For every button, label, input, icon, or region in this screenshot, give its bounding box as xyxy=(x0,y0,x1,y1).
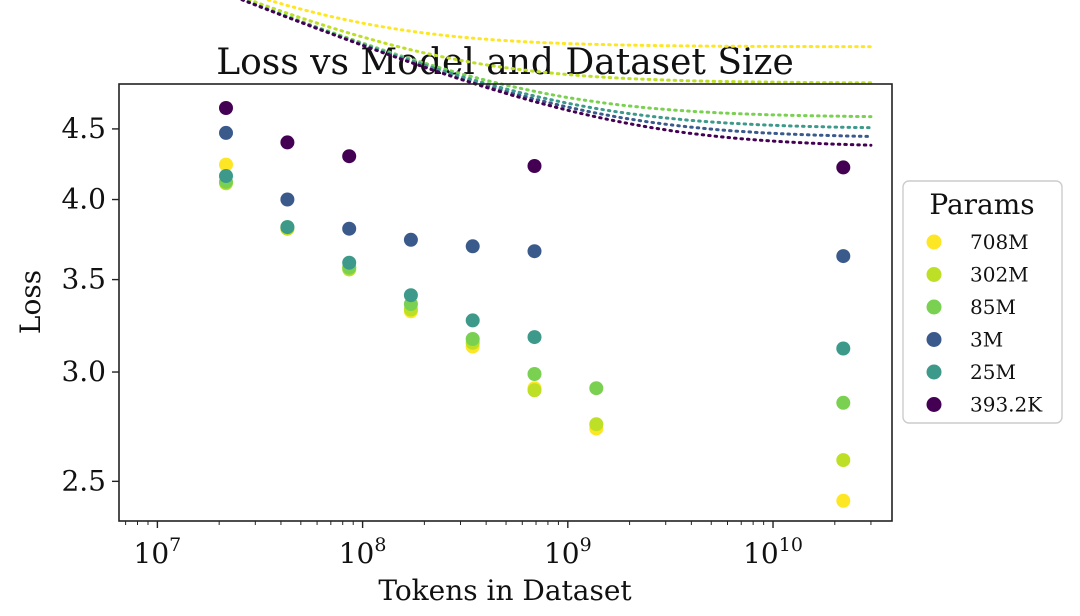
fit-curve-708M xyxy=(262,0,873,49)
fit-curve-302M xyxy=(245,0,873,85)
legend-label-302M: 302M xyxy=(970,263,1029,287)
data-point-302M xyxy=(589,417,604,432)
y-tick-label: 3.0 xyxy=(61,355,106,388)
data-point-3M xyxy=(403,232,418,247)
legend-label-3M: 3M xyxy=(970,328,1003,352)
data-point-393.2K xyxy=(527,159,542,173)
y-tick-label: 4.0 xyxy=(61,183,106,216)
data-point-393.2K xyxy=(280,135,295,150)
data-point-25M xyxy=(280,220,295,235)
legend-items: 708M 302M 85M 3M 25M 393.2K xyxy=(926,230,1043,417)
data-point-85M xyxy=(527,367,542,381)
fit-curve-3M xyxy=(238,0,873,138)
data-point-25M xyxy=(527,330,542,345)
legend-marker-302M xyxy=(926,267,942,282)
data-point-3M xyxy=(836,249,851,264)
x-tick-label: 108 xyxy=(339,534,387,570)
data-point-25M xyxy=(836,341,851,356)
y-axis-label: Loss xyxy=(14,270,47,334)
y-tick-label: 2.5 xyxy=(61,464,106,497)
data-point-25M xyxy=(403,288,418,303)
fit-curve-393.2K xyxy=(238,0,873,147)
data-point-708M xyxy=(219,157,233,172)
y-tick-label: 4.5 xyxy=(61,112,106,145)
data-point-302M xyxy=(836,453,851,468)
x-tick-label: 1010 xyxy=(743,534,803,570)
data-point-393.2K xyxy=(836,160,851,175)
data-point-25M xyxy=(465,313,480,328)
fit-curve-85M xyxy=(239,0,873,119)
x-tick-label: 109 xyxy=(544,534,592,570)
legend-title: Params xyxy=(929,188,1034,221)
data-point-393.2K xyxy=(219,101,233,115)
legend-marker-85M xyxy=(926,299,942,315)
x-tick-label: 107 xyxy=(134,534,182,570)
data-point-302M xyxy=(527,383,542,398)
legend-label-85M: 85M xyxy=(970,295,1016,319)
fit-curve-25M xyxy=(239,0,873,130)
legend-label-25M: 25M xyxy=(970,360,1016,384)
data-point-393.2K xyxy=(342,149,357,164)
data-point-708M xyxy=(836,493,851,508)
data-point-85M xyxy=(465,332,480,346)
plot-area xyxy=(219,0,873,508)
data-point-85M xyxy=(836,395,851,410)
legend-box xyxy=(902,180,1063,424)
data-point-3M xyxy=(465,239,480,254)
legend-marker-393.2K xyxy=(926,397,942,412)
data-point-25M xyxy=(342,255,357,270)
plot-frame xyxy=(118,83,893,522)
data-point-3M xyxy=(342,221,357,236)
data-point-3M xyxy=(219,125,233,140)
chart-title: Loss vs Model and Dataset Size xyxy=(216,42,794,83)
legend-marker-708M xyxy=(926,234,942,250)
data-point-3M xyxy=(527,244,542,259)
legend: Params 708M 302M 85M 3M 25M 393.2K xyxy=(902,180,1063,424)
data-point-25M xyxy=(219,169,233,183)
axes: 107 108 109 1010 2.5 3.0 3.5 4.0 4.5 xyxy=(61,112,872,570)
legend-label-393.2K: 393.2K xyxy=(970,393,1043,417)
legend-label-708M: 708M xyxy=(970,230,1029,254)
data-point-85M xyxy=(589,381,604,396)
legend-marker-3M xyxy=(926,332,942,347)
y-tick-label: 3.5 xyxy=(61,263,106,296)
data-point-3M xyxy=(280,192,295,207)
legend-marker-25M xyxy=(926,364,942,380)
x-axis-label: Tokens in Dataset xyxy=(378,574,632,607)
